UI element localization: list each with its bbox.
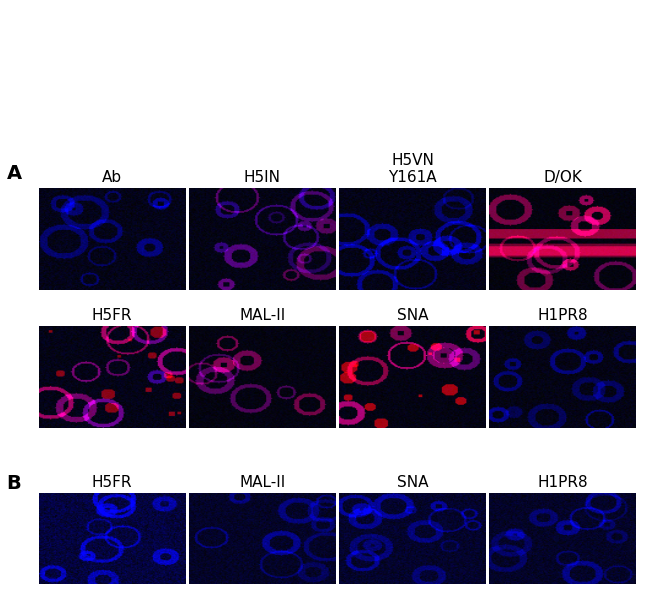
Text: H1PR8: H1PR8 [537,475,588,490]
Text: D/OK: D/OK [543,170,582,185]
Text: MAL-II: MAL-II [239,475,286,490]
Text: H1PR8: H1PR8 [537,307,588,323]
Text: B: B [6,474,21,493]
Text: H5VN
Y161A: H5VN Y161A [388,153,437,185]
Text: A: A [6,163,21,183]
Text: H5FR: H5FR [92,475,132,490]
Text: Ab: Ab [102,170,122,185]
Text: H5FR: H5FR [92,307,132,323]
Text: SNA: SNA [397,475,428,490]
Text: MAL-II: MAL-II [239,307,286,323]
Text: SNA: SNA [397,307,428,323]
Text: H5IN: H5IN [244,170,281,185]
